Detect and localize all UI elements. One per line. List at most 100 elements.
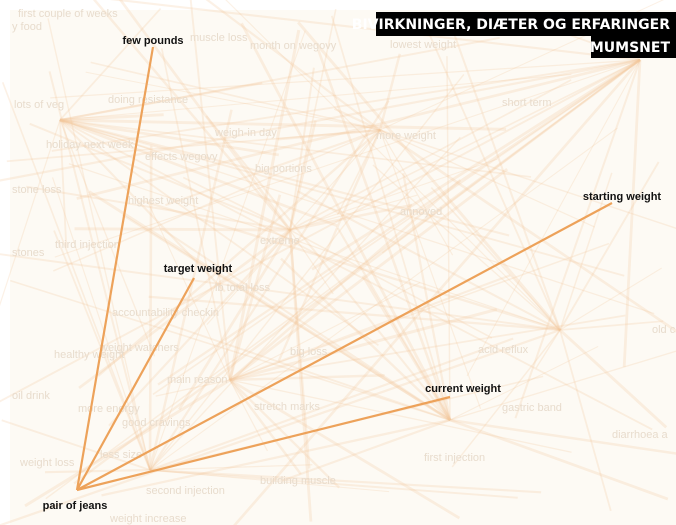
background-edge xyxy=(240,22,452,421)
background-edge xyxy=(451,329,561,468)
background-edge xyxy=(54,59,641,258)
background-edge xyxy=(281,418,451,482)
background-edge xyxy=(288,229,311,469)
background-edge xyxy=(149,469,390,493)
background-edge xyxy=(149,337,514,471)
background-edge xyxy=(333,107,381,132)
background-edge xyxy=(288,120,317,231)
background-edge xyxy=(59,119,379,347)
background-term: stretch marks xyxy=(254,401,321,413)
background-edge xyxy=(535,329,561,369)
background-edge xyxy=(108,229,291,427)
background-edge xyxy=(311,58,641,271)
background-edge xyxy=(59,36,500,121)
background-edge xyxy=(336,227,451,421)
background-term: less size xyxy=(100,449,142,461)
background-edge xyxy=(379,129,454,256)
background-term: big loss xyxy=(290,346,328,358)
background-edge xyxy=(178,229,292,411)
highlighted-edges xyxy=(75,46,613,492)
background-edge xyxy=(59,118,338,227)
background-edge xyxy=(205,0,381,131)
background-term: main reason xyxy=(167,374,228,386)
background-edge xyxy=(59,113,164,122)
background-edge xyxy=(289,8,337,231)
background-edge xyxy=(559,267,662,331)
background-term: lb total loss xyxy=(215,282,271,294)
background-term: muscle loss xyxy=(190,32,248,44)
background-edge xyxy=(289,79,572,231)
background-term: month on wegovy xyxy=(250,40,337,52)
background-edge xyxy=(289,158,498,231)
background-edge xyxy=(372,164,561,331)
background-edge xyxy=(59,119,156,357)
background-edge xyxy=(118,0,292,231)
background-edge xyxy=(47,18,151,471)
background-term: holiday next week xyxy=(46,139,134,151)
background-term: first couple of weeks xyxy=(18,8,118,20)
background-edge xyxy=(59,118,507,131)
background-edge xyxy=(379,129,482,410)
background-edge xyxy=(59,119,226,293)
background-edge xyxy=(76,58,641,200)
background-edge xyxy=(280,257,451,421)
background-edge xyxy=(51,59,641,152)
background-edge xyxy=(85,71,381,131)
node-label: pair of jeans xyxy=(43,500,108,512)
background-edge xyxy=(109,0,641,62)
highlighted-nodes: few pounds target weight starting weight cu… xyxy=(43,35,662,512)
node-label: current weight xyxy=(425,383,501,395)
background-term: stone loss xyxy=(12,184,62,196)
background-edge xyxy=(229,179,462,381)
background-edge xyxy=(288,229,313,522)
background-edge xyxy=(6,129,381,163)
background-edge xyxy=(165,129,381,207)
background-edge xyxy=(289,67,315,231)
background-edge xyxy=(59,119,625,277)
background-edge xyxy=(559,329,612,512)
background-edge xyxy=(148,145,153,471)
background-term: annoyed xyxy=(400,206,442,218)
background-edge xyxy=(53,129,381,272)
background-edge xyxy=(78,228,291,390)
background-edge xyxy=(160,48,231,381)
background-edge xyxy=(29,122,291,231)
background-edge xyxy=(152,59,641,396)
background-edge xyxy=(229,282,421,381)
background-edge xyxy=(88,190,451,422)
background-edge xyxy=(379,128,676,333)
background-term: weight loss xyxy=(19,457,75,469)
background-edge xyxy=(155,379,231,397)
background-edge xyxy=(149,30,306,471)
background-edge xyxy=(449,350,676,421)
background-term: acid reflux xyxy=(478,344,529,356)
background-term: stones xyxy=(12,247,45,259)
background-edge xyxy=(305,59,641,227)
background-edge xyxy=(229,274,511,381)
background-term: third injection xyxy=(55,239,120,251)
background-edge xyxy=(379,0,665,131)
background-term: building muscle xyxy=(260,475,336,487)
background-edge xyxy=(233,59,641,525)
background-edge xyxy=(59,119,68,248)
background-edge xyxy=(168,323,451,421)
background-edge xyxy=(157,59,641,386)
background-term: doing resistance xyxy=(108,94,188,106)
background-edge xyxy=(361,274,452,421)
edge xyxy=(76,202,613,491)
title-box xyxy=(376,12,676,36)
background-edge xyxy=(229,314,626,381)
background-edge xyxy=(148,109,233,471)
node-label: few pounds xyxy=(122,35,183,47)
background-edge xyxy=(317,49,452,421)
background-edge xyxy=(277,129,382,362)
background-edge xyxy=(0,58,641,182)
background-term: more energy xyxy=(78,403,140,415)
background-term: weigh-in day xyxy=(214,127,277,139)
background-edge xyxy=(92,0,291,231)
background-edge xyxy=(149,468,542,494)
background-edge xyxy=(229,374,385,382)
background-term: first injection xyxy=(424,452,485,464)
background-edge xyxy=(225,0,561,331)
